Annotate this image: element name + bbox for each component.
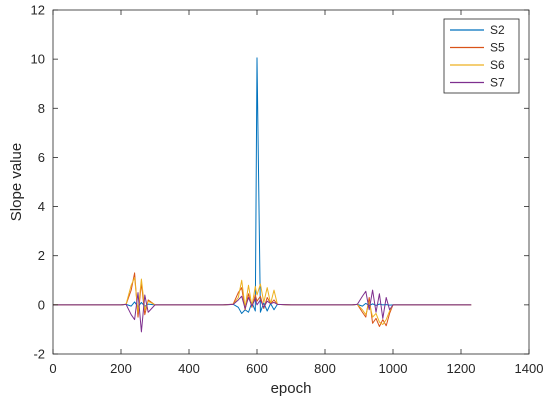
legend-label-s6: S6 — [490, 58, 505, 72]
x-tick-label: 600 — [246, 361, 268, 376]
ticks-layer: 0 200 400 600 800 1000 1200 1400 -2 0 2 4 6 8 10 12 — [31, 3, 544, 377]
y-tick-label: 0 — [38, 297, 45, 312]
series-line-s6 — [53, 277, 472, 326]
x-tick-label: 1200 — [447, 361, 476, 376]
legend-label-s7: S7 — [490, 76, 505, 90]
y-tick-label: -2 — [33, 347, 45, 362]
y-tick-label: 2 — [38, 248, 45, 263]
x-axis-label: epoch — [271, 380, 312, 397]
x-tick-label: 1400 — [515, 361, 544, 376]
x-tick-label: 0 — [49, 361, 56, 376]
legend-label-s5: S5 — [490, 41, 505, 55]
x-tick-label: 1000 — [379, 361, 408, 376]
y-tick-label: 8 — [38, 101, 45, 116]
y-tick-label: 10 — [31, 52, 45, 67]
y-axis-label: Slope value — [8, 143, 25, 221]
y-tick-label: 4 — [38, 199, 45, 214]
x-tick-label: 400 — [178, 361, 200, 376]
series-line-s7 — [53, 289, 472, 333]
y-tick-label: 12 — [31, 3, 45, 18]
plot-frame — [52, 9, 530, 355]
series-layer — [53, 57, 472, 333]
legend-label-s2: S2 — [490, 23, 505, 37]
legend: S2 S5 S6 S7 — [443, 18, 520, 94]
legend-box — [443, 18, 520, 94]
x-tick-label: 800 — [314, 361, 336, 376]
x-tick-label: 200 — [110, 361, 132, 376]
y-tick-label: 6 — [38, 150, 45, 165]
